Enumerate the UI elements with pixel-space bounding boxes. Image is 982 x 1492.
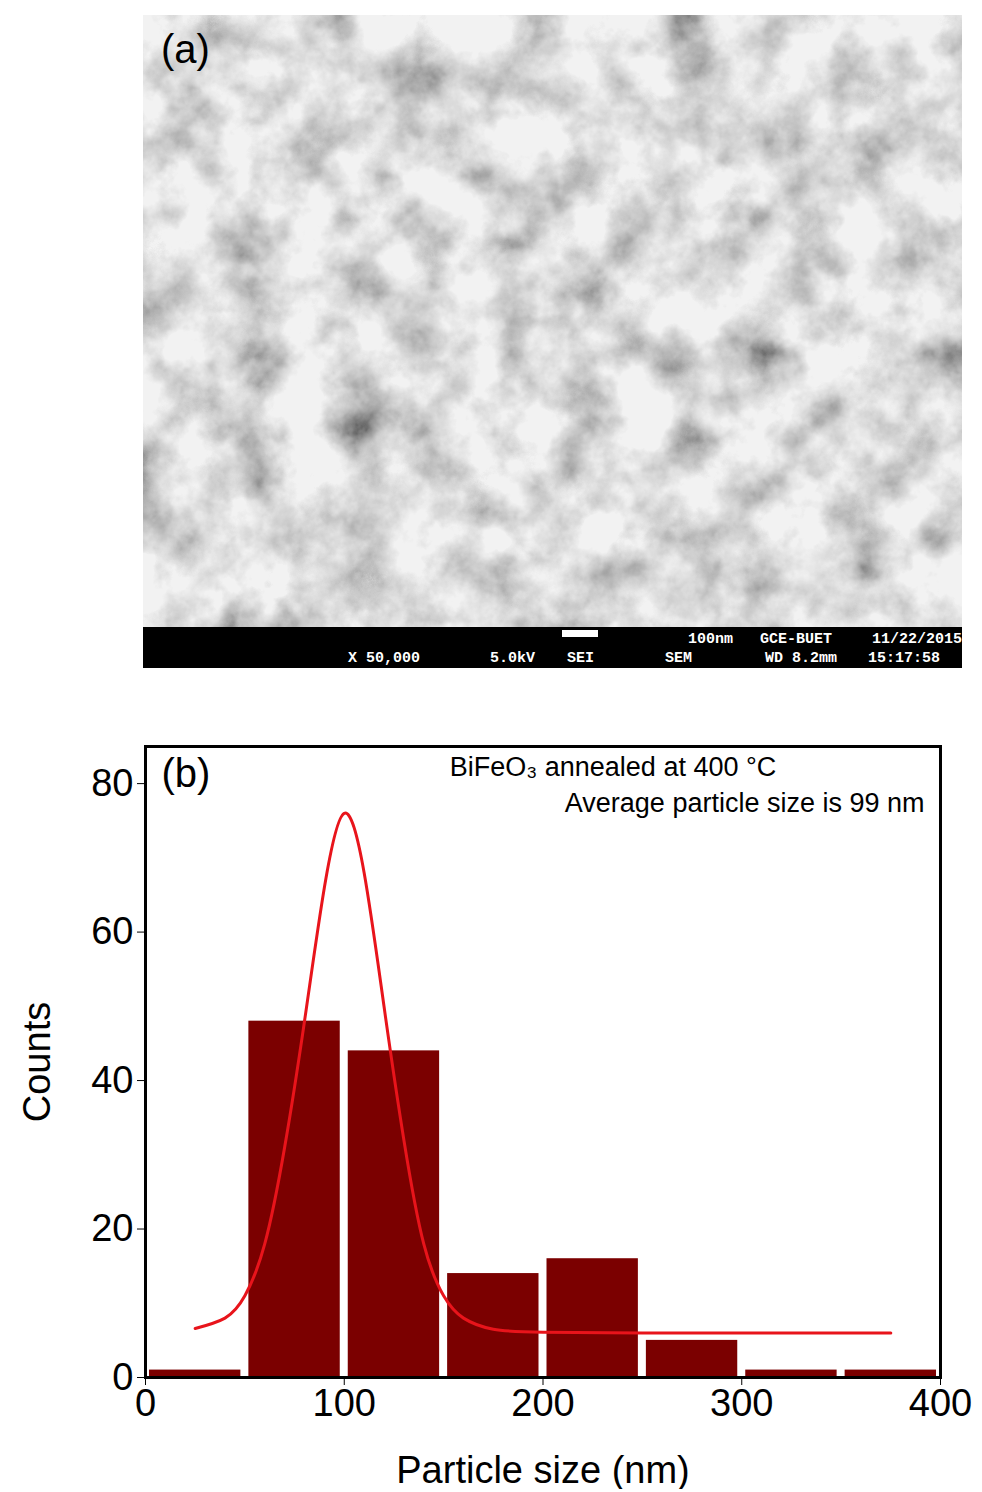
svg-text:WD 8.2mm: WD 8.2mm xyxy=(765,650,837,667)
svg-text:(b): (b) xyxy=(162,751,211,795)
svg-text:400: 400 xyxy=(909,1382,972,1424)
svg-text:0: 0 xyxy=(112,1356,133,1398)
svg-text:11/22/2015: 11/22/2015 xyxy=(872,631,962,648)
svg-text:GCE-BUET: GCE-BUET xyxy=(760,631,832,648)
svg-text:20: 20 xyxy=(91,1207,133,1249)
svg-text:300: 300 xyxy=(710,1382,773,1424)
svg-text:15:17:58: 15:17:58 xyxy=(868,650,940,667)
svg-text:Average particle size is 99 nm: Average particle size is 99 nm xyxy=(565,788,925,818)
svg-text:80: 80 xyxy=(91,762,133,804)
svg-text:Particle size (nm): Particle size (nm) xyxy=(396,1449,690,1490)
svg-text:5.0kV: 5.0kV xyxy=(490,650,535,667)
svg-text:BiFeO₃ annealed at 400 °C: BiFeO₃ annealed at 400 °C xyxy=(450,752,777,782)
svg-text:60: 60 xyxy=(91,910,133,952)
svg-text:SEM: SEM xyxy=(665,650,692,667)
svg-text:100nm: 100nm xyxy=(688,631,733,648)
svg-text:0: 0 xyxy=(135,1382,156,1424)
svg-text:40: 40 xyxy=(91,1059,133,1101)
svg-text:100: 100 xyxy=(313,1382,376,1424)
svg-text:X 50,000: X 50,000 xyxy=(348,650,420,667)
svg-text:SEI: SEI xyxy=(567,650,594,667)
svg-text:(a): (a) xyxy=(161,27,210,71)
svg-text:Counts: Counts xyxy=(16,1002,58,1122)
svg-text:200: 200 xyxy=(511,1382,574,1424)
